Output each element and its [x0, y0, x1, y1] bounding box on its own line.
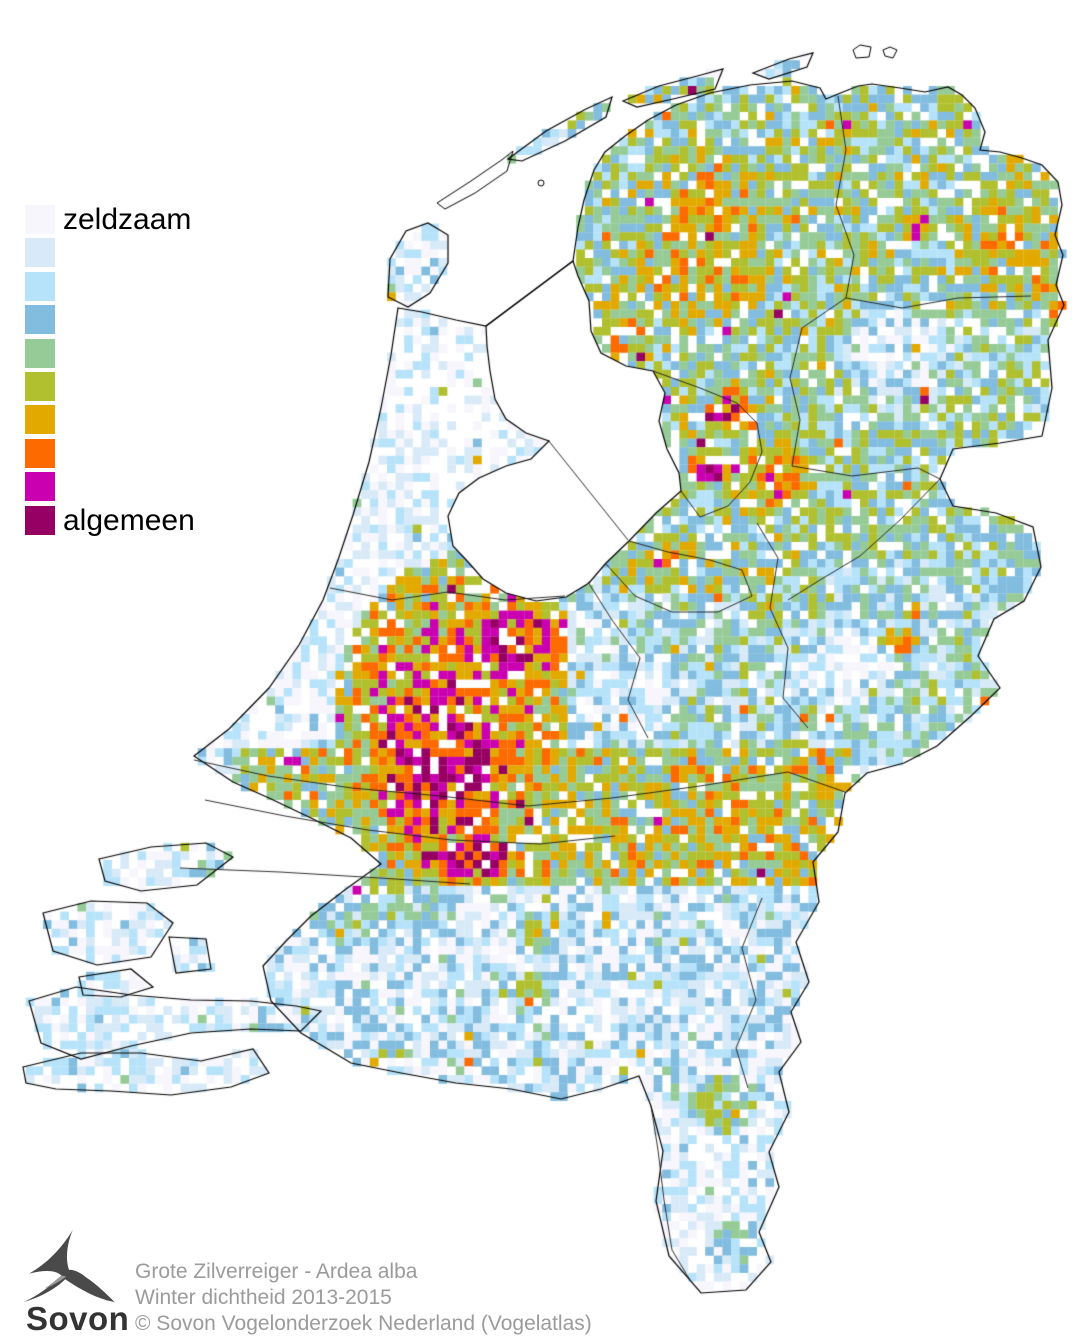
- legend-swatch: [25, 505, 55, 535]
- map-caption: Grote Zilverreiger - Ardea alba Winter d…: [135, 1259, 592, 1337]
- caption-species: Grote Zilverreiger - Ardea alba: [135, 1260, 418, 1283]
- legend-row: [25, 438, 195, 468]
- legend-row: [25, 472, 195, 502]
- sovon-logo: Sovon: [10, 1228, 140, 1337]
- caption-copyright: © Sovon Vogelonderzoek Nederland (Vogela…: [135, 1312, 592, 1335]
- legend-row: [25, 238, 195, 268]
- logo-text: Sovon: [26, 1300, 130, 1337]
- legend-row: [25, 371, 195, 401]
- legend-swatch: [25, 205, 55, 234]
- density-legend: zeldzaam algemeen: [25, 205, 195, 539]
- legend-swatch: [25, 305, 55, 335]
- legend-label: algemeen: [63, 503, 195, 537]
- legend-row: algemeen: [25, 503, 195, 537]
- legend-swatch: [25, 271, 55, 301]
- legend-label: zeldzaam: [63, 203, 192, 236]
- legend-swatch: [25, 338, 55, 368]
- legend-swatch: [25, 472, 55, 502]
- legend-row: [25, 338, 195, 368]
- caption-subtitle: Winter dichtheid 2013-2015: [135, 1286, 392, 1309]
- legend-swatch: [25, 371, 55, 401]
- legend-row: [25, 405, 195, 435]
- swallow-icon: [23, 1229, 115, 1303]
- legend-row: zeldzaam: [25, 203, 195, 236]
- legend-swatch: [25, 238, 55, 268]
- legend-row: [25, 305, 195, 335]
- legend-row: [25, 271, 195, 301]
- legend-swatch: [25, 405, 55, 435]
- legend-swatch: [25, 438, 55, 468]
